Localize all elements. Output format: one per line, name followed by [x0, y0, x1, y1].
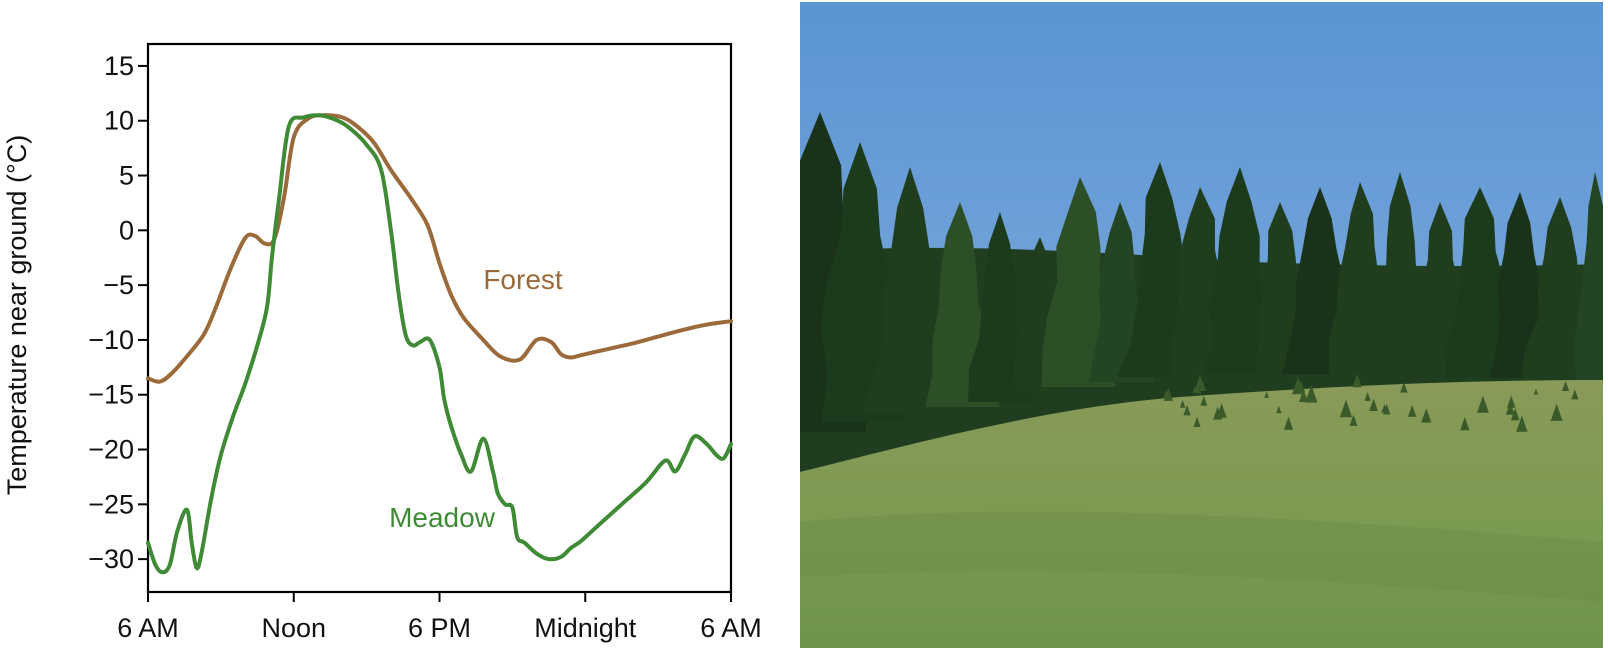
y-tick-label: 10 [104, 106, 134, 136]
sapling [1550, 403, 1563, 421]
sapling [1510, 408, 1520, 421]
sapling [1533, 388, 1539, 395]
sapling [1505, 402, 1515, 415]
sapling [1349, 414, 1358, 426]
sapling [1516, 415, 1528, 432]
x-tick-label: 6 PM [408, 613, 471, 643]
sapling [1192, 385, 1198, 394]
pine-tree [1574, 172, 1603, 380]
y-axis: 15 10 5 0 −5 −10 −15 −20 −25 −30 [88, 51, 148, 574]
x-tick-label: Midnight [534, 613, 637, 643]
sapling [1298, 382, 1305, 393]
sapling [1305, 384, 1318, 403]
pine-tree [1372, 172, 1428, 377]
sapling [1352, 373, 1362, 388]
x-tick-label: 6 AM [700, 613, 762, 643]
series-lines [146, 113, 733, 575]
sapling [1216, 403, 1227, 418]
tree-line [800, 112, 1603, 472]
meadow-shadow-band [800, 511, 1603, 602]
sapling [1369, 398, 1378, 411]
meadow [800, 380, 1603, 648]
sapling [1364, 392, 1371, 401]
sapling [1571, 389, 1579, 400]
sapling [1183, 404, 1191, 416]
photo-illustration [800, 2, 1603, 648]
sapling [1477, 395, 1489, 413]
sapling [1276, 405, 1282, 414]
chart-svg: 15 10 5 0 −5 −10 −15 −20 −25 −30 6 AM Noon 6 PM Midn… [2, 42, 762, 643]
x-tick-label: 6 AM [117, 613, 179, 643]
y-tick-label: 15 [104, 51, 134, 81]
sapling [1200, 395, 1208, 406]
pine-tree [1041, 177, 1116, 387]
x-axis: 6 AM Noon 6 PM Midnight 6 AM [117, 592, 762, 643]
series-annotations: Forest Meadow [389, 264, 563, 533]
sapling [1264, 391, 1269, 398]
sapling [1283, 416, 1294, 430]
annotation-meadow: Meadow [389, 502, 496, 533]
saplings [1163, 373, 1579, 432]
sapling [1421, 408, 1432, 423]
sapling [1507, 395, 1516, 408]
series-line-meadow [146, 113, 733, 575]
sapling [1179, 399, 1186, 408]
forest-meadow-photo [800, 2, 1603, 648]
temperature-chart: 15 10 5 0 −5 −10 −15 −20 −25 −30 6 AM Noon 6 PM Midn… [0, 0, 790, 663]
y-tick-label: −5 [103, 270, 134, 300]
sapling [1460, 417, 1470, 431]
sapling [1163, 390, 1169, 398]
pine-tree [1521, 197, 1590, 378]
y-tick-label: −10 [88, 325, 134, 355]
y-axis-label: Temperature near ground (°C) [2, 135, 32, 495]
annotation-forest: Forest [483, 264, 563, 295]
series-line-forest [146, 113, 733, 384]
sapling [1408, 404, 1417, 417]
sapling [1299, 389, 1308, 403]
y-tick-label: −15 [88, 380, 134, 410]
sapling [1400, 381, 1408, 393]
y-tick-label: −30 [88, 544, 134, 574]
sapling [1562, 380, 1570, 391]
pine-tree [1282, 187, 1348, 374]
sapling [1339, 399, 1353, 418]
sapling [1381, 404, 1388, 413]
y-tick-label: −20 [88, 435, 134, 465]
y-tick-label: 0 [119, 215, 134, 245]
sapling [1193, 416, 1201, 427]
y-tick-label: 5 [119, 161, 134, 191]
x-tick-label: Noon [261, 613, 326, 643]
y-tick-label: −25 [88, 489, 134, 519]
pine-tree [1203, 167, 1278, 374]
sapling [1199, 381, 1207, 391]
pine-tree [862, 167, 945, 412]
